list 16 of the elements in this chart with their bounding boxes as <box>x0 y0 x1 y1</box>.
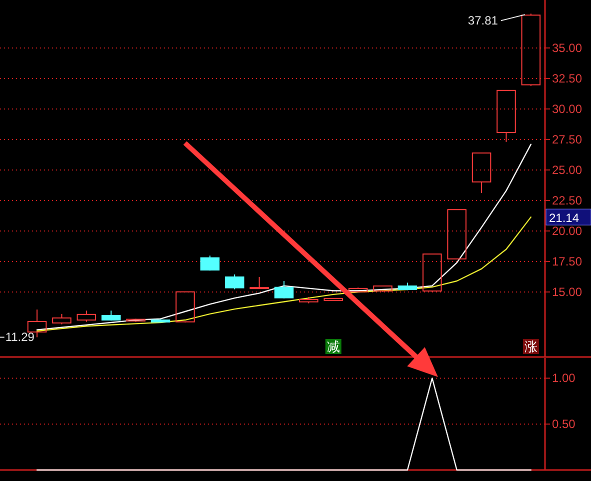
y-tick-label: 15.00 <box>552 284 582 299</box>
y-tick-label: 1.00 <box>552 371 576 386</box>
y-tick-label: 22.50 <box>552 193 582 208</box>
y-tick-label: 32.50 <box>552 71 582 86</box>
y-tick-label: 30.00 <box>552 102 582 116</box>
y-tick-label: 20.00 <box>552 224 582 238</box>
text: 21.14 <box>549 211 580 226</box>
y-tick-label: 25.00 <box>552 162 582 177</box>
y-tick-label: 27.50 <box>552 132 582 146</box>
y-tick-label: 35.00 <box>552 40 582 55</box>
annotation: 减 <box>326 339 340 354</box>
annotation: 11.29 <box>5 330 35 344</box>
annotation: 涨 <box>524 339 538 354</box>
y-tick-label: 0.50 <box>552 417 576 432</box>
annotation: 37.81 <box>468 14 498 28</box>
y-tick-label: 17.50 <box>552 254 582 268</box>
